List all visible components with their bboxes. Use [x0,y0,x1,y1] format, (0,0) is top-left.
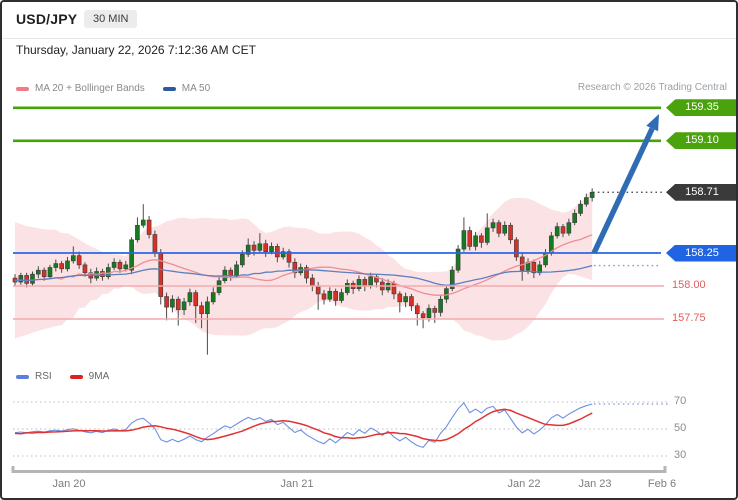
forecast-arrow [591,127,655,255]
support-price-label-2: 157.75 [672,312,706,324]
ma50-label: MA 50 [181,83,211,94]
bollinger-band-area [15,189,593,341]
rsi-9ma-swatch-icon [69,374,83,379]
x-axis-label-jan20: Jan 20 [52,478,86,490]
forecast-arrow-head-icon [646,114,659,132]
last-price-tag: 158.71 [666,183,736,201]
ma20-bollinger-swatch-icon [16,86,29,91]
rsi-tick-30: 30 [674,449,687,461]
resistance-price-tag-2: 159.10 [666,132,736,150]
resistance-price-tag-1: 159.35 [666,99,736,117]
rsi-line [14,402,593,449]
rsi-legend: RSI 9MA [16,371,127,382]
x-axis-label-jan22: Jan 22 [507,478,541,490]
ma50-line [14,264,593,286]
x-axis-label-jan21: Jan 21 [280,478,314,490]
x-axis-label-jan23: Jan 23 [578,478,612,490]
pivot-price-tag: 158.25 [666,244,736,262]
ma20-bollinger-label: MA 20 + Bollinger Bands [35,83,145,94]
rsi-label: RSI [35,371,52,382]
chart-datetime: Thursday, January 22, 2026 7:12:36 AM CE… [16,43,256,57]
research-copyright: Research © 2026 Trading Central [577,82,727,93]
rsi-tick-50: 50 [674,422,687,434]
main-chart-legend: MA 20 + Bollinger Bands MA 50 [16,83,228,95]
time-axis-bar [11,466,667,473]
rsi-tick-70: 70 [674,395,687,407]
support-price-label-1: 158.00 [672,279,706,291]
symbol-title: USD/JPY [16,11,78,27]
x-axis-label-feb6: Feb 6 [647,478,677,490]
rsi-9ma-label: 9MA [88,371,110,382]
rsi-9ma-line [14,408,593,442]
timeframe-badge: 30 MIN [84,10,138,28]
rsi-swatch-icon [16,374,29,379]
ma50-swatch-icon [162,86,176,91]
header-bar: USD/JPY 30 MIN [2,2,736,39]
